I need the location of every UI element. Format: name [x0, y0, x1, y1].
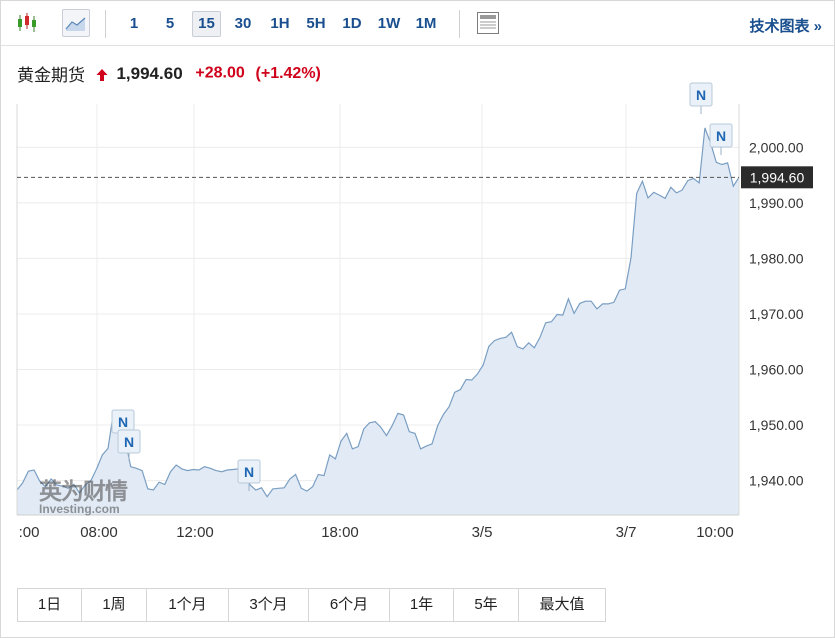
quote-header: 黄金期货 1,994.60 +28.00 (+1.42%) [17, 61, 321, 86]
range-1d[interactable]: 1日 [18, 589, 82, 621]
x-tick-label: 12:00 [176, 524, 214, 541]
arrow-up-icon [96, 67, 108, 81]
y-tick-label: 1,980.00 [749, 250, 804, 266]
y-tick-label: 2,000.00 [749, 139, 804, 155]
range-5y[interactable]: 5年 [454, 589, 519, 621]
news-marker-box [709, 123, 733, 148]
chart-toolbar: 1 5 15 30 1H 5H 1D 1W 1M 技术图表 » [1, 1, 834, 46]
timeframe-15[interactable]: 15 [192, 11, 221, 37]
candlestick-icon[interactable] [15, 9, 43, 37]
range-6m[interactable]: 6个月 [309, 589, 390, 621]
x-tick-label: 10:00 [696, 524, 734, 541]
range-selector: 1日 1周 1个月 3个月 6个月 1年 5年 最大值 [17, 588, 606, 622]
y-tick-label: 1,960.00 [749, 361, 804, 377]
current-price-label: 1,994.60 [750, 169, 805, 185]
range-1w[interactable]: 1周 [82, 589, 147, 621]
price-chart[interactable]: 1,940.00 1,950.00 1,960.00 1,970.00 1,980.00… [1, 1, 834, 581]
x-tick-label: 08:00 [80, 524, 118, 541]
news-marker-box [689, 82, 713, 107]
price-area [17, 127, 739, 516]
area-chart-icon[interactable] [62, 9, 90, 37]
news-marker-box [237, 459, 261, 484]
price-change-percent: (+1.42%) [255, 64, 321, 82]
toolbar-divider [105, 10, 106, 38]
timeframe-1h[interactable]: 1H [270, 15, 290, 32]
news-marker-label: N [244, 464, 254, 480]
news-marker[interactable]: N [709, 123, 733, 155]
range-3m[interactable]: 3个月 [229, 589, 309, 621]
current-price-tag [741, 166, 813, 189]
price-line [16, 127, 740, 498]
range-1m[interactable]: 1个月 [147, 589, 229, 621]
range-1y[interactable]: 1年 [390, 589, 454, 621]
price-change: +28.00 [195, 64, 245, 82]
timeframe-1w[interactable]: 1W [377, 15, 401, 32]
timeframe-30[interactable]: 30 [234, 15, 252, 32]
layout-icon[interactable] [474, 9, 502, 37]
x-tick-label: :00 [19, 524, 40, 541]
timeframe-1m[interactable]: 1M [415, 15, 437, 32]
y-tick-label: 1,940.00 [749, 473, 804, 489]
last-price: 1,994.60 [116, 63, 183, 83]
y-tick-label: 1,970.00 [749, 306, 804, 322]
news-marker-box [117, 429, 141, 454]
news-marker[interactable]: N [689, 82, 713, 114]
timeframe-5h[interactable]: 5H [306, 15, 326, 32]
timeframe-1[interactable]: 1 [129, 15, 139, 32]
watermark-logo: 英为财情 Investing.com [39, 478, 128, 516]
news-marker-label: N [124, 434, 134, 450]
news-marker-label: N [118, 414, 128, 430]
technical-chart-link[interactable]: 技术图表 » [749, 18, 822, 35]
news-marker-label: N [716, 128, 726, 144]
news-marker[interactable]: N [237, 459, 261, 491]
range-max[interactable]: 最大值 [539, 596, 585, 613]
x-tick-label: 3/5 [472, 524, 493, 541]
timeframe-5[interactable]: 5 [165, 15, 175, 32]
x-tick-label: 3/7 [616, 524, 637, 541]
timeframe-1d[interactable]: 1D [342, 15, 362, 32]
y-tick-label: 1,950.00 [749, 417, 804, 433]
toolbar-divider [459, 10, 460, 38]
news-marker-label: N [696, 87, 706, 103]
instrument-name: 黄金期货 [17, 66, 85, 85]
news-marker[interactable]: N [117, 429, 141, 461]
x-tick-label: 18:00 [321, 524, 359, 541]
y-tick-label: 1,990.00 [749, 195, 804, 211]
